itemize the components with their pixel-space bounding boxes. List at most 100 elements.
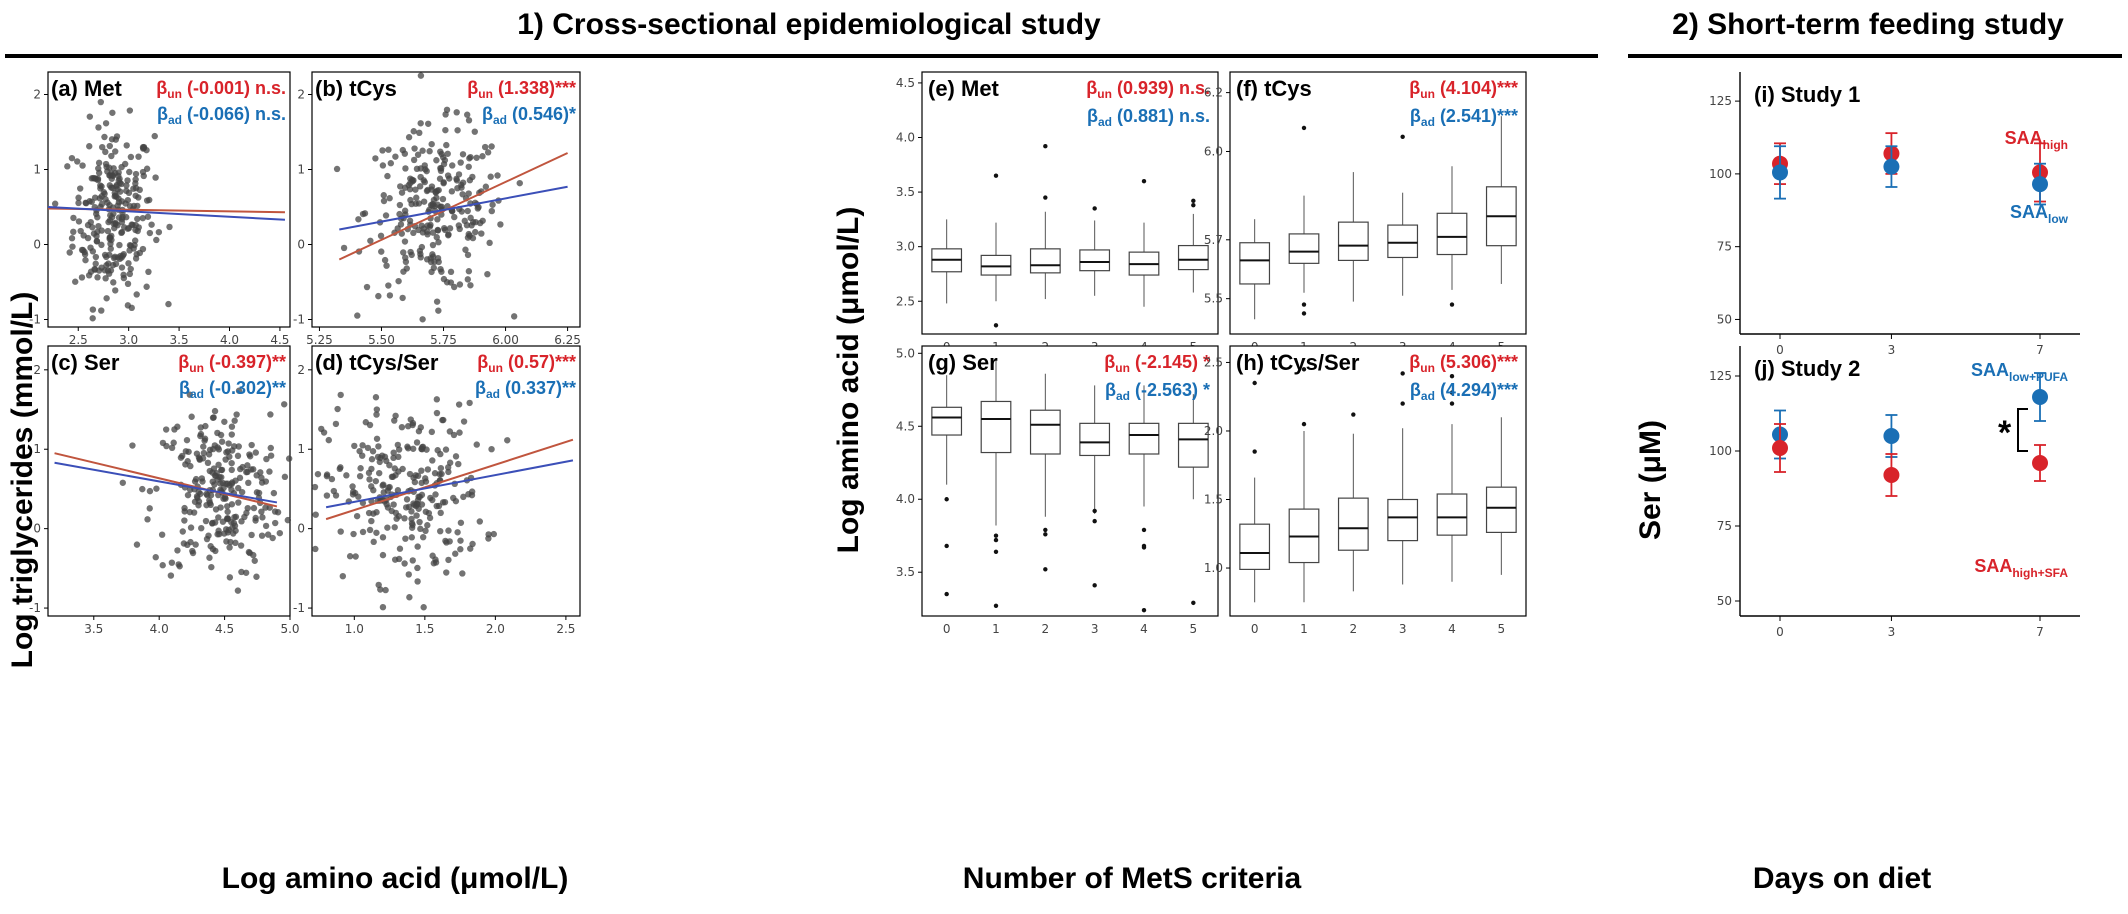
data-point (354, 312, 361, 319)
data-point (86, 143, 93, 150)
beta-un-label: βun (5.306)*** (1409, 352, 1518, 375)
data-point (226, 574, 234, 581)
data-point (460, 418, 468, 425)
data-point (126, 247, 133, 254)
data-point (110, 210, 117, 217)
data-point (389, 473, 397, 480)
data-point (70, 214, 77, 222)
x-tick-label: 2.0 (486, 622, 505, 636)
x-tick-label: 2.5 (556, 622, 575, 636)
data-point (146, 505, 153, 512)
data-point (218, 466, 225, 474)
box-1 (980, 173, 1012, 328)
data-point (372, 477, 380, 485)
panel-label: (c) Ser (51, 350, 120, 375)
data-point (124, 225, 132, 232)
data-point (51, 200, 59, 207)
data-point (139, 214, 147, 222)
data-point (78, 274, 86, 281)
x-tick-label: 4.5 (270, 333, 289, 347)
label-part: SAA (2010, 202, 2048, 222)
regression-line-unadjusted (325, 438, 574, 521)
x-tick-label: 1.5 (415, 622, 434, 636)
data-point (420, 604, 427, 611)
mean-point (1772, 440, 1788, 456)
data-point (209, 414, 217, 421)
data-point (410, 474, 417, 481)
data-point (187, 462, 194, 470)
data-point (462, 246, 469, 253)
box-5 (1485, 417, 1517, 575)
data-point (209, 445, 217, 453)
data-point (415, 428, 423, 435)
data-point (205, 532, 212, 539)
outlier-point (1043, 567, 1048, 572)
data-point (123, 182, 130, 189)
data-point (106, 251, 113, 258)
data-point (119, 479, 126, 486)
data-point (120, 250, 127, 258)
data-point (251, 557, 258, 564)
data-point (516, 179, 523, 187)
data-point (373, 435, 381, 442)
data-point (436, 175, 444, 182)
box-3 (1387, 134, 1419, 296)
data-point (174, 547, 181, 554)
data-point (246, 549, 253, 557)
data-point (450, 494, 457, 502)
data-point (220, 495, 227, 502)
data-point (209, 520, 216, 527)
plot-frame (921, 71, 1219, 335)
data-point (369, 448, 377, 455)
data-point (108, 152, 115, 160)
data-point (242, 569, 250, 576)
label-part: β (1087, 106, 1098, 126)
data-point (121, 160, 129, 168)
data-point (435, 239, 442, 246)
beta-ad-label: βad (-0.066) n.s. (157, 104, 286, 127)
iqr-box (1337, 497, 1369, 551)
label-part: high (2043, 138, 2068, 152)
data-point (429, 457, 436, 464)
data-point (432, 491, 439, 498)
data-point (82, 199, 90, 207)
data-point (380, 197, 388, 205)
data-point (159, 562, 166, 569)
data-point (92, 260, 99, 267)
data-point (469, 234, 477, 242)
data-point (488, 207, 495, 215)
data-point (215, 514, 222, 521)
data-point (266, 468, 273, 475)
data-point (102, 275, 109, 282)
outlier-point (993, 603, 999, 608)
data-point (146, 487, 154, 495)
label-part: SAA (1971, 360, 2009, 380)
data-point (440, 416, 447, 424)
panel-label: (g) Ser (928, 350, 998, 375)
iqr-box (980, 400, 1012, 454)
beta-un-label: βun (0.939) n.s. (1086, 78, 1210, 101)
y-tick-label: 5.7 (1204, 233, 1223, 247)
data-point (382, 212, 390, 219)
data-point (379, 147, 386, 154)
outlier-point (1191, 198, 1196, 204)
data-point (387, 160, 395, 167)
x-tick-label: 5 (1498, 622, 1506, 636)
box-1 (980, 360, 1012, 608)
data-point (488, 143, 495, 150)
data-point (207, 501, 214, 509)
data-point (432, 189, 440, 196)
data-point (118, 264, 126, 271)
data-point (184, 491, 192, 499)
x-tick-label: 7 (2036, 625, 2044, 639)
data-point (364, 444, 372, 452)
data-point (384, 504, 392, 511)
box-4 (1436, 166, 1468, 307)
data-point (464, 276, 471, 283)
data-point (248, 441, 255, 449)
data-point (439, 195, 447, 203)
data-point (408, 520, 416, 527)
data-point (390, 449, 397, 456)
data-point (404, 445, 412, 452)
